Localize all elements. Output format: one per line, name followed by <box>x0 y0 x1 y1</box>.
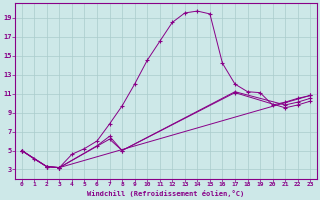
X-axis label: Windchill (Refroidissement éolien,°C): Windchill (Refroidissement éolien,°C) <box>87 190 244 197</box>
